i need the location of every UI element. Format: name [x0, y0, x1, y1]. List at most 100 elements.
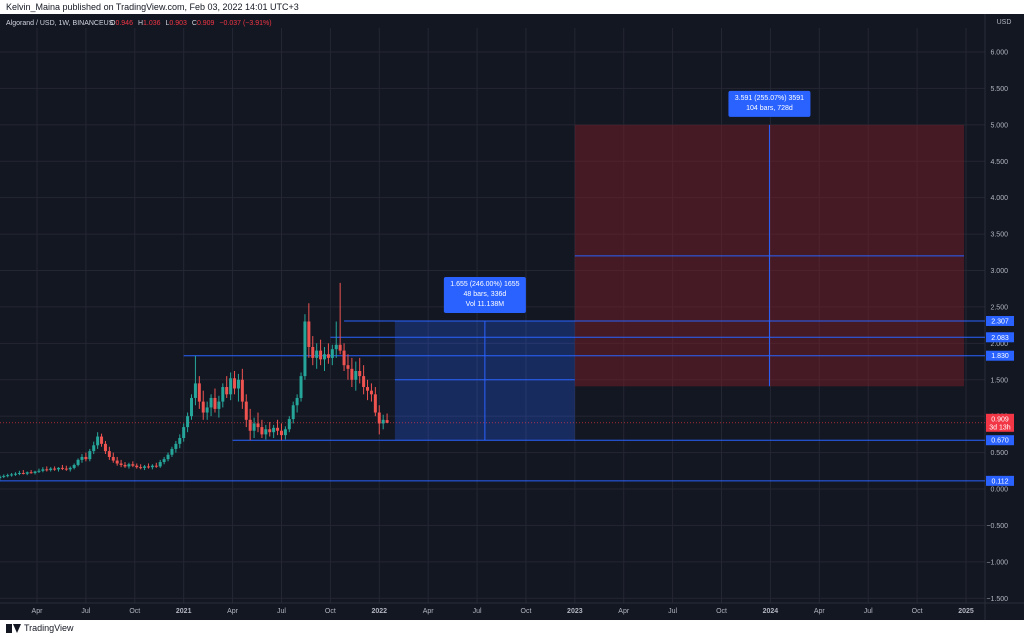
candle-body	[315, 350, 319, 358]
candle-body	[25, 472, 29, 474]
candle-body	[107, 451, 111, 457]
candle-body	[68, 467, 72, 470]
candle-body	[377, 412, 381, 424]
candle-body	[143, 466, 147, 468]
candle-body	[197, 383, 201, 402]
price-axis[interactable]: USD 6.000 5.500 5.000 4.500 4.000 3.500 3.000 2.…	[986, 19, 1014, 603]
candle-body	[139, 467, 143, 469]
candle-body	[2, 475, 6, 477]
price-level-text: 2.307	[991, 318, 1009, 325]
legend-change: −0.037 (−3.91%)	[219, 20, 271, 27]
candle-body	[158, 462, 162, 467]
candle-body	[17, 472, 21, 474]
candle-body	[33, 471, 37, 473]
candle-body	[205, 407, 209, 413]
candle-body	[373, 394, 377, 413]
candle-body	[103, 443, 107, 452]
candle-body	[186, 416, 190, 428]
published-text: Kelvin_Maina published on TradingView.co…	[6, 2, 299, 12]
candle-body	[123, 464, 127, 467]
candle-body	[213, 397, 217, 409]
price-level-text: 0.670	[991, 438, 1009, 445]
time-tick-label: Jul	[864, 608, 873, 615]
price-chart[interactable]: 1.655 (246.00%) 1655 48 bars, 336d Vol 11.…	[0, 14, 1024, 620]
candle-body	[150, 465, 154, 468]
price-level-badge	[986, 350, 1014, 361]
candle-body	[154, 465, 158, 467]
candle-body	[244, 401, 248, 420]
candle-body	[84, 456, 88, 460]
time-tick-label: Oct	[716, 608, 727, 615]
candle-body	[57, 467, 61, 470]
price-level-text: 2.083	[991, 335, 1009, 342]
candle-body	[240, 379, 244, 402]
candle-body	[135, 465, 139, 468]
candle-body	[342, 350, 346, 366]
price-tick-label: −0.500	[986, 523, 1008, 530]
candle-body	[92, 445, 96, 452]
candle-body	[53, 468, 57, 470]
candle-body	[41, 469, 45, 471]
legend-ohlc: O0.946 H1.036 L0.903 C0.909 −0.037 (−3.9…	[110, 20, 272, 27]
legend-o-label: O	[110, 20, 116, 27]
candle-body	[291, 405, 295, 420]
measure-label-box	[728, 90, 811, 117]
candle-body	[193, 383, 197, 398]
candle-body	[229, 378, 233, 395]
candle-body	[182, 427, 186, 439]
candle-body	[287, 419, 291, 430]
time-axis[interactable]: Apr Jul Oct 2021 Apr Jul Oct 2022 Apr Jul Oct 2023 A…	[32, 608, 974, 615]
candle-body	[146, 466, 150, 468]
price-tick-label: 3.000	[990, 268, 1008, 275]
candle-body	[49, 468, 53, 471]
candle-body	[385, 420, 389, 423]
candle-body	[166, 454, 170, 460]
time-tick-label: 2023	[567, 608, 583, 615]
price-tick-label: 5.000	[990, 122, 1008, 129]
time-tick-label: Jul	[81, 608, 90, 615]
candle-body	[201, 401, 205, 413]
time-tick-label: Apr	[814, 608, 826, 615]
time-tick-label: Oct	[325, 608, 336, 615]
legend-symbol: Algorand / USD, 1W, BINANCEUS	[6, 20, 114, 27]
candle-body	[111, 456, 115, 461]
candle-body	[21, 472, 25, 474]
candle-body	[115, 460, 119, 464]
candle-body	[283, 429, 287, 436]
candle-body	[88, 451, 92, 460]
candle-body	[381, 419, 385, 424]
time-tick-label: 2021	[176, 608, 192, 615]
price-tick-label: 3.500	[990, 232, 1008, 239]
price-level-text: 1.830	[991, 353, 1009, 360]
candle-body	[221, 387, 225, 402]
price-tick-label: 1.500	[990, 377, 1008, 384]
candle-body	[338, 344, 342, 351]
time-tick-label: Oct	[129, 608, 140, 615]
candle-body	[162, 459, 166, 463]
measure-label-text: 1.655 (246.00%) 1655	[450, 281, 519, 288]
time-tick-label: 2024	[763, 608, 779, 615]
candle-body	[326, 354, 330, 358]
candle-body	[178, 438, 182, 444]
candle-body	[299, 376, 303, 398]
time-tick-label: Oct	[912, 608, 923, 615]
published-header: Kelvin_Maina published on TradingView.co…	[0, 0, 1024, 14]
legend-c-label: C	[192, 20, 197, 27]
measure-label-text: 104 bars, 728d	[746, 105, 793, 112]
measure-label-text: Vol 11.138M	[466, 301, 505, 308]
tradingview-footer: TradingView	[0, 620, 1024, 637]
measure-label-text: 3.591 (255.07%) 3591	[735, 95, 804, 102]
price-level-badge	[986, 332, 1014, 343]
candle-body	[64, 468, 68, 470]
time-tick-label: Jul	[668, 608, 677, 615]
time-tick-label: Apr	[423, 608, 435, 615]
price-tick-label: −1.500	[986, 596, 1008, 603]
candle-body	[311, 346, 315, 358]
price-level-badge	[986, 475, 1014, 486]
candle-body	[279, 430, 283, 436]
current-price-text: 0.909	[991, 416, 1009, 423]
candle-body	[13, 473, 17, 475]
candle-body	[76, 459, 80, 465]
candle-body	[330, 349, 334, 358]
candle-body	[131, 464, 135, 466]
